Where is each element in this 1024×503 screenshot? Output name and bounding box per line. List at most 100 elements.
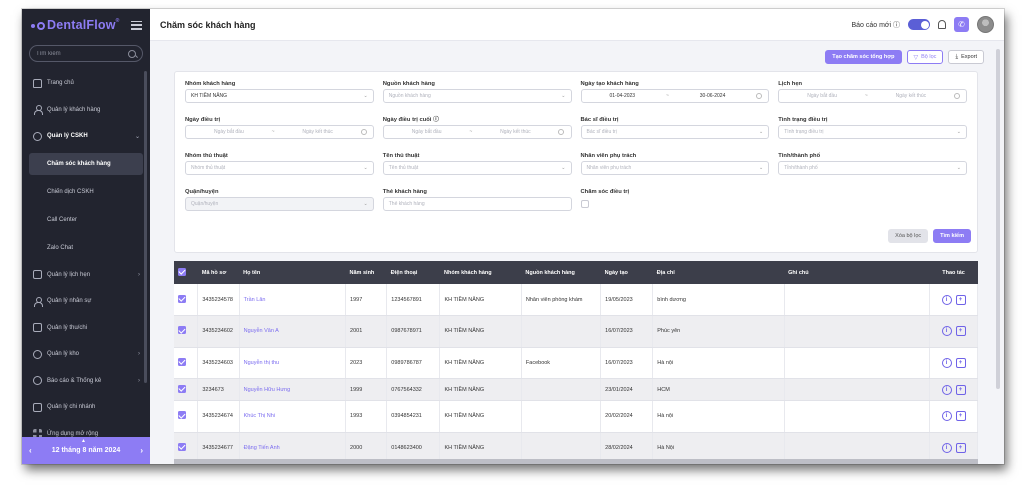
info-icon[interactable]: i bbox=[941, 357, 952, 368]
chevron-right-icon[interactable]: › bbox=[140, 446, 143, 455]
sidebar-item-branches[interactable]: Quản lý chi nhánh bbox=[22, 394, 150, 421]
chevron-left-icon[interactable]: ‹ bbox=[29, 446, 32, 455]
province-select[interactable]: Tỉnh/thành phố ⌄ bbox=[778, 161, 967, 175]
sidebar-subitem-campaign[interactable]: Chiến dịch CSKH bbox=[22, 178, 150, 206]
column-header[interactable]: Ghi chú bbox=[788, 269, 809, 276]
card-input[interactable]: Thẻ khách hàng bbox=[382, 197, 572, 211]
appointment-date-range[interactable]: Ngày bắt đầu ~ Ngày kết thúc bbox=[778, 89, 967, 103]
row-checkbox[interactable] bbox=[178, 294, 186, 303]
sidebar-item-apps[interactable]: Ứng dụng mở rộng bbox=[22, 421, 150, 448]
customer-name-link[interactable]: Trần Lân bbox=[243, 296, 266, 303]
care-checkbox[interactable] bbox=[580, 200, 589, 208]
add-icon[interactable]: + bbox=[955, 357, 966, 368]
filter-label: Quận/huyện bbox=[185, 189, 219, 195]
filter-label: Lịch hẹn bbox=[778, 81, 803, 87]
column-header[interactable]: Ngày tạo bbox=[604, 269, 628, 276]
info-icon[interactable]: i bbox=[941, 294, 952, 305]
sidebar-item-finance[interactable]: Quản lý thu/chi bbox=[22, 315, 150, 342]
hamburger-menu-icon[interactable] bbox=[131, 20, 142, 30]
main-vertical-scrollbar[interactable] bbox=[996, 49, 1000, 389]
date-navigator: ‹ ▲ 12 tháng 8 năm 2024 › bbox=[22, 437, 150, 464]
last-treatment-date-range[interactable]: Ngày bắt đầu ~ Ngày kết thúc bbox=[382, 125, 572, 139]
column-header[interactable]: Năm sinh bbox=[349, 269, 375, 276]
table-row[interactable]: 3435234674 Khúc Thị Nhi 1993 0394854231 … bbox=[174, 400, 978, 433]
staff-select[interactable]: Nhân viên phụ trách ⌄ bbox=[580, 161, 770, 175]
customer-name-link[interactable]: Nguyễn thị thu bbox=[243, 359, 280, 366]
row-checkbox[interactable] bbox=[178, 326, 186, 335]
row-checkbox[interactable] bbox=[178, 442, 186, 451]
add-icon[interactable]: + bbox=[955, 326, 966, 337]
table-row[interactable]: 3435234603 Nguyễn thị thu 2023 098978678… bbox=[174, 347, 978, 379]
row-checkbox[interactable] bbox=[178, 384, 186, 393]
info-icon[interactable]: i bbox=[941, 411, 952, 422]
sidebar-subitem-customer-care[interactable]: Chăm sóc khách hàng bbox=[29, 152, 143, 175]
procedure-name-select[interactable]: Tên thủ thuật ⌄ bbox=[382, 161, 572, 175]
row-checkbox[interactable] bbox=[178, 357, 186, 366]
table-row[interactable]: 3234673 Nguyễn Hữu Hưng 1999 0767564332 … bbox=[174, 378, 978, 401]
sidebar-subitem-zalo-chat[interactable]: Zalo Chat bbox=[22, 234, 150, 262]
customer-name-link[interactable]: Đặng Tiến Anh bbox=[243, 444, 280, 451]
search-icon[interactable] bbox=[128, 49, 136, 58]
filter-label: Tình trạng điều trị bbox=[778, 117, 828, 123]
info-icon[interactable]: i bbox=[941, 326, 952, 337]
chevron-down-icon: ⌄ bbox=[363, 165, 368, 171]
row-checkbox[interactable] bbox=[178, 411, 186, 420]
add-icon[interactable]: + bbox=[955, 442, 966, 453]
sidebar-item-cskh[interactable]: Quản lý CSKH ⌄ bbox=[22, 123, 150, 150]
sidebar-item-label: Quản lý kho bbox=[47, 351, 80, 358]
bell-icon[interactable] bbox=[938, 20, 946, 29]
chevron-up-icon[interactable]: ▲ bbox=[81, 438, 86, 444]
filter-province: Tỉnh/thành phố Tỉnh/thành phố ⌄ bbox=[778, 151, 967, 181]
doctor-select[interactable]: Bác sĩ điều trị ⌄ bbox=[580, 125, 770, 139]
sidebar-item-customers[interactable]: Quản lý khách hàng bbox=[22, 97, 150, 124]
sidebar-search-input[interactable] bbox=[36, 50, 128, 57]
table-row[interactable]: 3435234578 Trần Lân 1997 1234567891 KH T… bbox=[174, 284, 978, 316]
created-date-range[interactable]: 01-04-2023 ~30-06-2024 bbox=[580, 89, 770, 103]
clear-filter-button[interactable]: Xóa bộ lọc bbox=[888, 229, 929, 243]
treatment-date-range[interactable]: Ngày bắt đầu ~ Ngày kết thúc bbox=[185, 125, 374, 139]
customer-source-select[interactable]: Nguồn khách hàng ⌄ bbox=[382, 89, 572, 103]
row-select-cell bbox=[174, 284, 199, 316]
search-button[interactable]: Tìm kiếm bbox=[933, 229, 971, 243]
row-select-cell bbox=[174, 378, 199, 401]
info-icon[interactable]: i bbox=[941, 384, 952, 395]
sidebar-item-reports[interactable]: Báo cáo & Thống kê › bbox=[22, 368, 150, 395]
district-select[interactable]: Quận/huyện ⌄ bbox=[185, 197, 374, 211]
table-row[interactable]: 3435234602 Nguyễn Văn A 2001 0987678971 … bbox=[174, 315, 978, 348]
code-cell: 3435234677 bbox=[197, 432, 240, 464]
column-header[interactable]: Địa chỉ bbox=[656, 269, 675, 276]
new-report-toggle[interactable] bbox=[908, 19, 930, 30]
table-horizontal-scrollbar[interactable] bbox=[174, 459, 978, 464]
sidebar-scrollbar[interactable] bbox=[144, 71, 147, 383]
phone-button[interactable]: ✆ bbox=[954, 17, 969, 32]
sidebar-item-home[interactable]: Trang chủ bbox=[22, 70, 150, 97]
select-all-checkbox[interactable] bbox=[178, 267, 186, 276]
create-care-button[interactable]: Tạo chăm sóc tổng hợp bbox=[825, 50, 902, 64]
column-header[interactable]: Mã hồ sơ bbox=[201, 269, 227, 276]
sidebar-item-label: Call Center bbox=[47, 216, 78, 223]
customer-name-link[interactable]: Khúc Thị Nhi bbox=[243, 413, 276, 420]
column-header[interactable]: Nguồn khách hàng bbox=[525, 269, 575, 276]
export-button[interactable]: ⤓ Export bbox=[948, 50, 984, 64]
add-icon[interactable]: + bbox=[955, 384, 966, 395]
sidebar-subitem-call-center[interactable]: Call Center bbox=[22, 206, 150, 234]
column-header[interactable]: Nhóm khách hàng bbox=[443, 269, 492, 276]
add-icon[interactable]: + bbox=[955, 411, 966, 422]
customer-name-link[interactable]: Nguyễn Hữu Hưng bbox=[243, 386, 291, 393]
info-icon[interactable]: i bbox=[941, 442, 952, 453]
sidebar-item-inventory[interactable]: Quản lý kho › bbox=[22, 341, 150, 368]
procedure-group-select[interactable]: Nhóm thủ thuật ⌄ bbox=[185, 161, 374, 175]
treatment-status-select[interactable]: Tình trạng điều trị ⌄ bbox=[778, 125, 967, 139]
customer-name-link[interactable]: Nguyễn Văn A bbox=[243, 328, 279, 335]
column-header[interactable]: Điện thoại bbox=[390, 269, 418, 276]
customer-group-select[interactable]: KH TIỀM NĂNG ⌄ bbox=[185, 89, 374, 103]
filter-button[interactable]: ▽ Bộ lọc bbox=[906, 50, 944, 64]
sidebar-item-staff[interactable]: Quản lý nhân sự bbox=[22, 288, 150, 315]
app-window: DentalFlow® Trang chủ Quản lý khách hàng… bbox=[22, 9, 1004, 464]
column-header[interactable]: Họ tên bbox=[243, 269, 261, 276]
table-row[interactable]: 3435234677 Đặng Tiến Anh 2000 0148623400… bbox=[174, 432, 978, 464]
avatar[interactable] bbox=[977, 16, 994, 33]
sidebar-item-appointments[interactable]: Quản lý lịch hẹn › bbox=[22, 262, 150, 289]
logo[interactable]: DentalFlow® bbox=[31, 18, 120, 32]
add-icon[interactable]: + bbox=[955, 294, 966, 305]
